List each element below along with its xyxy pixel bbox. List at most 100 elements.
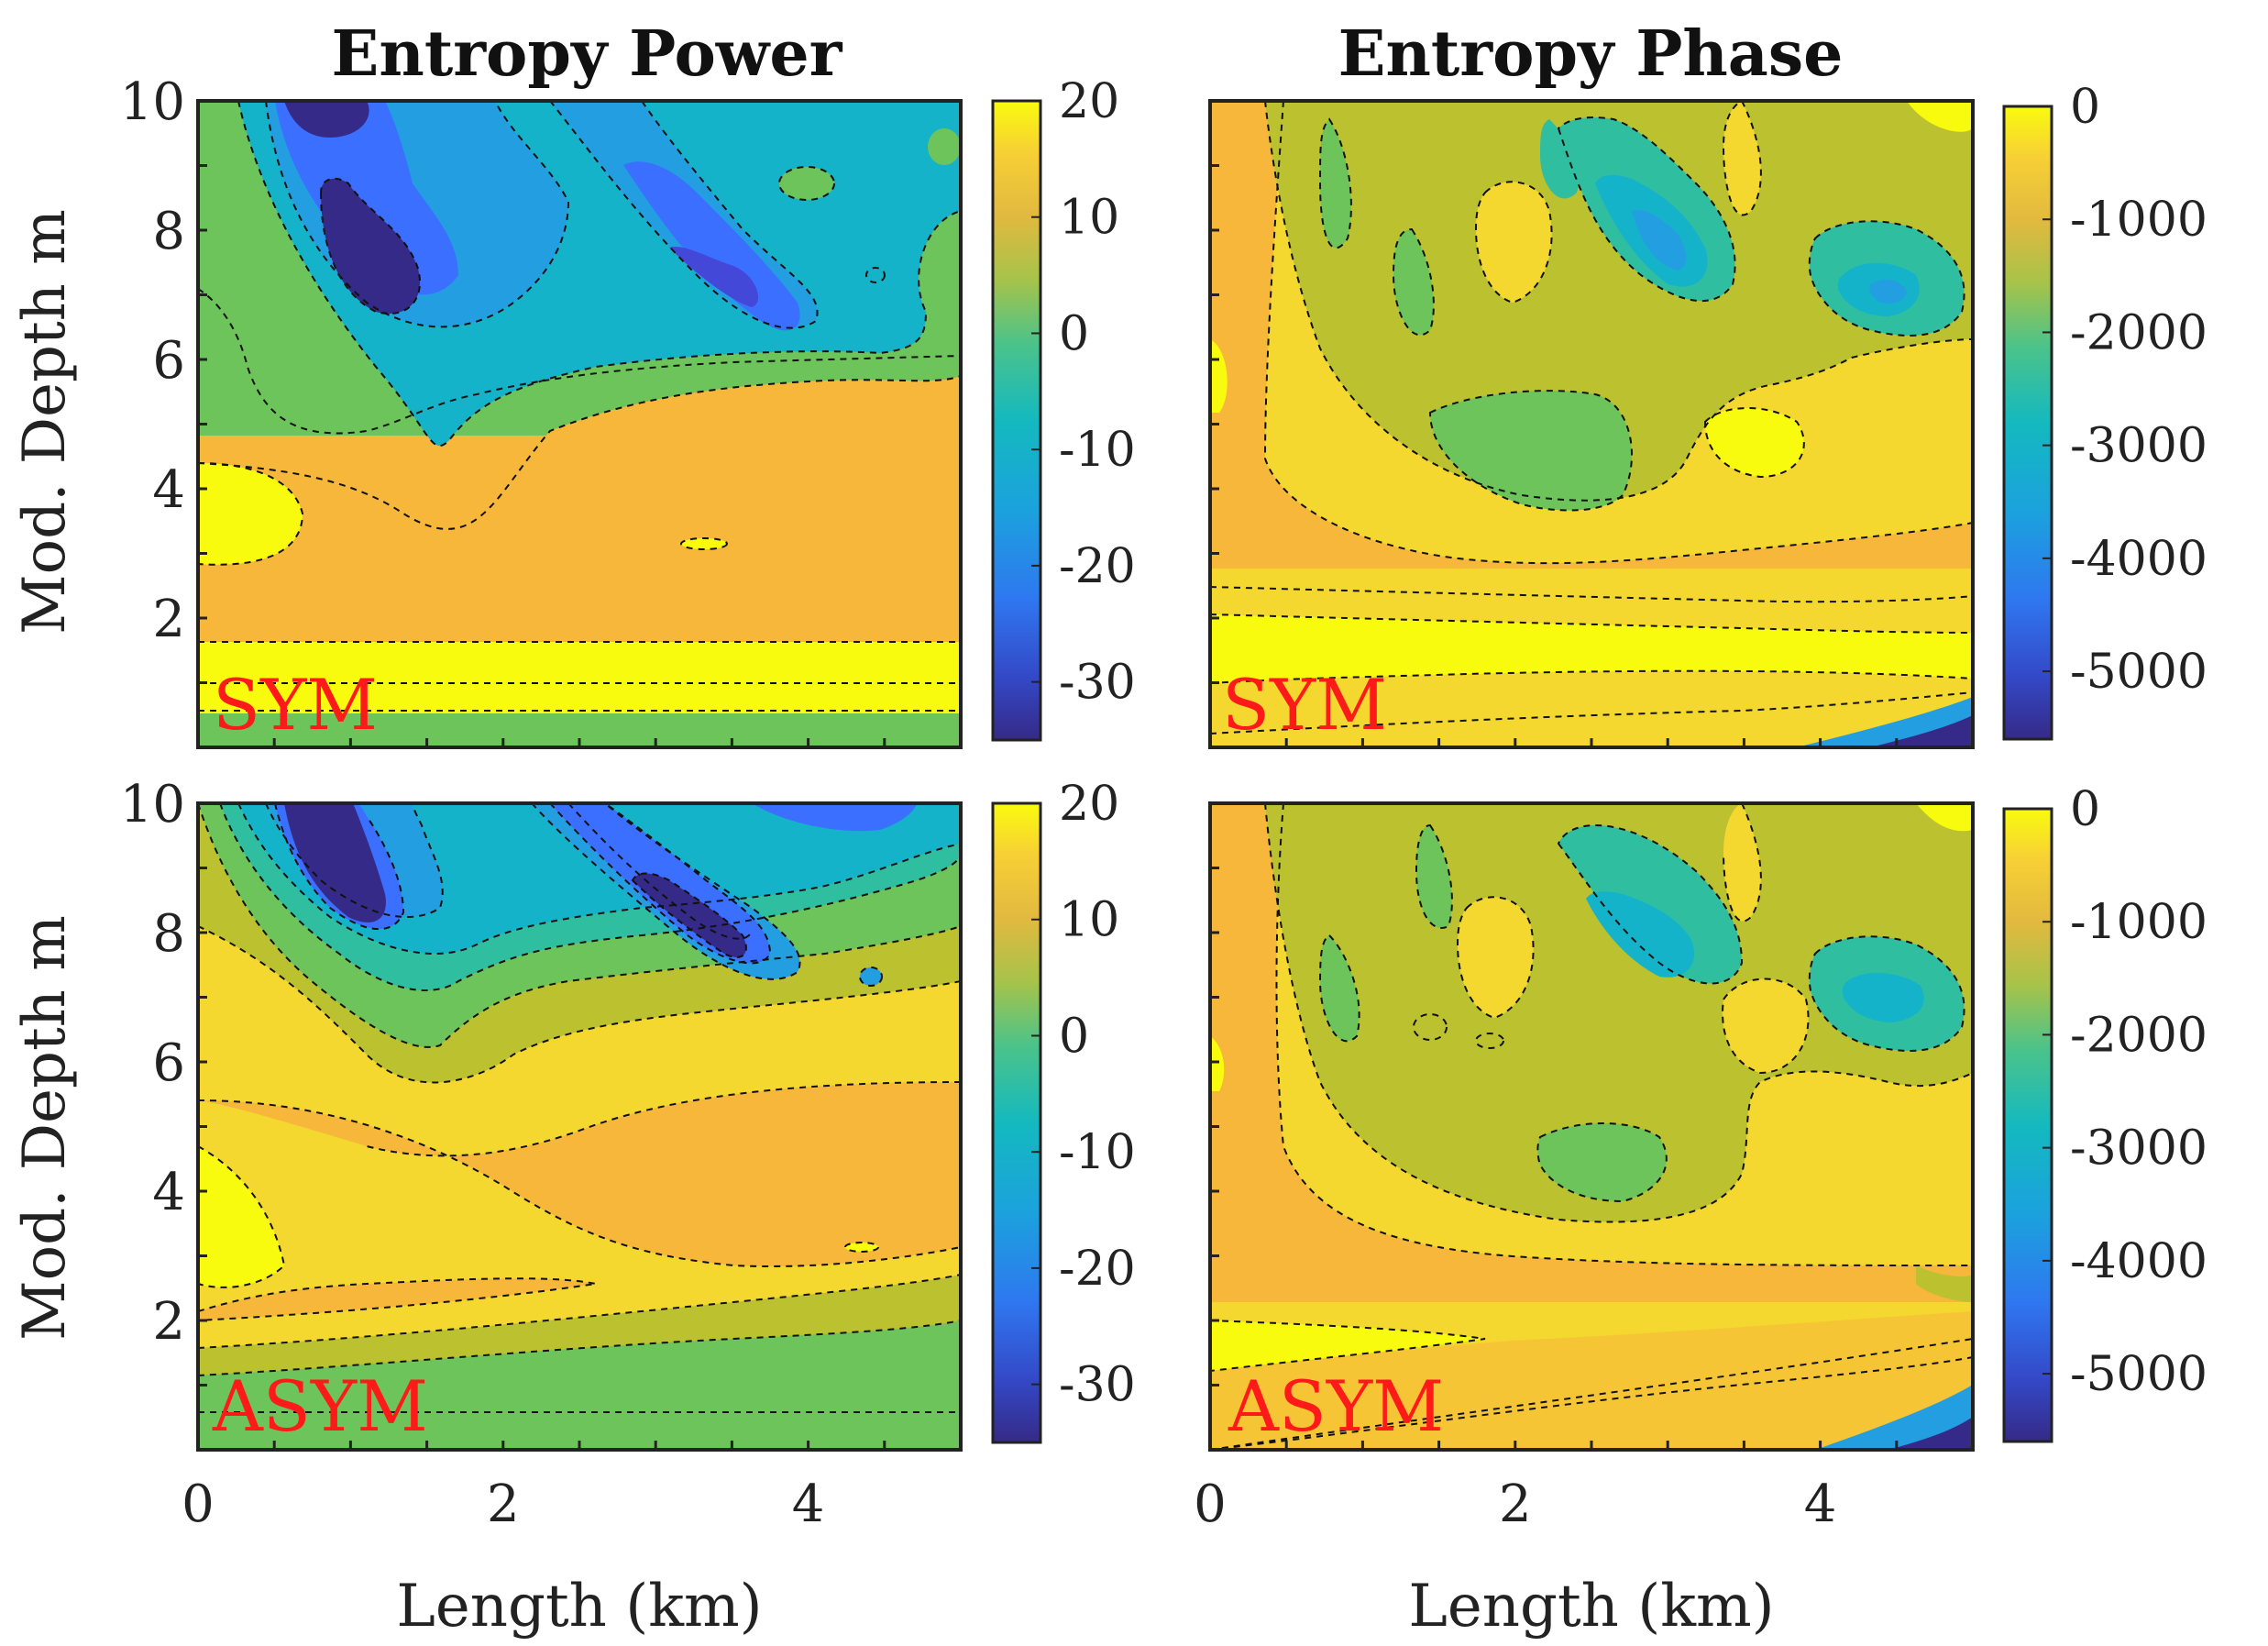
phase-asym-yellow-island-2: [1723, 978, 1809, 1073]
power-asym-green-strip: [198, 1412, 961, 1450]
colorbar-tick-label: -4000: [2070, 1234, 2207, 1289]
y-tick-label: 10: [120, 775, 185, 834]
x-tick-label: 2: [487, 1475, 520, 1534]
colorbar-tick-label: -20: [1059, 539, 1136, 594]
y-tick-label: 6: [152, 1033, 185, 1093]
power-asym-yellow-blob: [198, 1146, 284, 1287]
x-tick-label: 4: [1804, 1475, 1837, 1534]
phase-sym-olive-region: [1265, 101, 1973, 501]
colorbar-power-asym: [991, 801, 1042, 1444]
phase-sym-yellow-island: [1476, 182, 1552, 303]
ylabel-bottom: Mod. Depth m: [11, 915, 79, 1341]
x-tick-label: 4: [792, 1475, 825, 1534]
colorbar-phase-sym: [2002, 105, 2053, 741]
power-asym-yellow-dot: [845, 1243, 878, 1252]
colorbar-tick-label: 0: [2070, 80, 2100, 135]
phase-asym-green-blob-2: [1320, 935, 1360, 1042]
colorbar-tick-label: 20: [1059, 74, 1119, 129]
colorbar-tick-label: -5000: [2070, 645, 2207, 700]
y-tick-label: 8: [152, 202, 185, 261]
colorbar-tick-label: -2000: [2070, 305, 2207, 360]
phase-sym-green-blob-3: [1393, 229, 1434, 336]
phase-asym-navy-corner: [1888, 1417, 1973, 1450]
y-tick-label: 8: [152, 904, 185, 964]
x-tick-label: 2: [1499, 1475, 1532, 1534]
power-sym-green-spot-2: [928, 128, 961, 165]
colorbar-power-sym: [991, 99, 1042, 742]
panel-power-sym: SYM: [196, 99, 963, 749]
colorbar-tick-label: 10: [1059, 191, 1119, 246]
y-tick-label: 10: [120, 72, 185, 132]
y-tick-label: 2: [152, 1292, 185, 1352]
phase-asym-cyan-core: [1586, 891, 1695, 978]
power-sym-navy-top: [284, 101, 369, 138]
phase-sym-lightblue-core-2: [1869, 279, 1907, 304]
tag-asym-power: ASYM: [212, 1365, 428, 1447]
power-asym-navy-core-2: [633, 873, 746, 957]
phase-asym-green-blob: [1537, 1123, 1667, 1201]
colorbar-tick-label: -2000: [2070, 1008, 2207, 1063]
phase-asym-yellow-island: [1458, 897, 1534, 1018]
phase-asym-olive-spot: [1916, 1265, 1973, 1302]
phase-asym-yellow-corner: [1916, 803, 1973, 832]
panel-phase-sym: SYM: [1208, 99, 1975, 749]
colorbar-tick-label: 0: [2070, 782, 2100, 837]
power-asym-orange-streak: [198, 1278, 596, 1320]
colorbar-tick-label: 0: [1059, 306, 1089, 361]
colorbar-tick-label: -10: [1059, 1125, 1136, 1180]
phase-sym-lightblue-core: [1632, 210, 1687, 271]
power-sym-navy-core-2: [669, 247, 759, 307]
colorbar-tick-label: -30: [1059, 656, 1136, 711]
phase-sym-yellow-edge: [1210, 339, 1228, 413]
colorbar-tick-label: -3000: [2070, 419, 2207, 474]
power-asym-navy-core: [284, 803, 386, 922]
tag-asym-phase: ASYM: [1228, 1365, 1444, 1447]
phase-asym-blue-corner: [1815, 1385, 1973, 1450]
power-sym-yellow-dot: [681, 538, 727, 549]
phase-sym-green-blob: [1430, 391, 1632, 511]
phase-sym-yellow-top: [1723, 101, 1761, 215]
power-asym-orange-wave: [198, 1082, 961, 1266]
y-tick-label: 2: [152, 590, 185, 649]
power-sym-navy-core: [321, 178, 420, 314]
phase-sym-green-blob-2: [1320, 119, 1351, 249]
phase-sym-yellow-corner: [1907, 101, 1973, 132]
phase-sym-yellow-oval: [1705, 408, 1804, 477]
power-sym-yellow-blob: [198, 463, 303, 565]
phase-asym-yellow-top: [1723, 803, 1761, 922]
phase-sym-yellow-band: [1210, 614, 1973, 683]
panel-phase-asym: ASYM: [1208, 801, 1975, 1452]
panel-power-asym: ASYM: [196, 801, 963, 1452]
y-tick-label: 4: [152, 460, 185, 520]
phase-asym-teal-region: [1558, 825, 1742, 984]
colorbar-tick-label: 10: [1059, 893, 1119, 948]
power-asym-blue-dot: [860, 967, 882, 986]
ylabel-top: Mod. Depth m: [11, 209, 79, 635]
tag-sym-power: SYM: [213, 664, 378, 746]
y-tick-label: 6: [152, 331, 185, 391]
power-sym-green-spot: [779, 167, 834, 200]
power-sym-orange-region: [198, 376, 961, 642]
phase-asym-cyan-core-2: [1842, 972, 1924, 1022]
title-entropy-phase: Entropy Phase: [1338, 17, 1844, 91]
colorbar-tick-label: -1000: [2070, 895, 2207, 950]
power-asym-blue-top: [752, 803, 917, 832]
phase-sym-navy-corner: [1870, 715, 1973, 747]
power-sym-blue-region: [275, 101, 458, 295]
x-tick-label: 0: [1194, 1475, 1227, 1534]
colorbar-tick-label: -1000: [2070, 193, 2207, 248]
colorbar-tick-label: -5000: [2070, 1347, 2207, 1402]
x-tick-label: 0: [182, 1475, 215, 1534]
title-entropy-power: Entropy Power: [332, 17, 843, 91]
colorbar-tick-label: -4000: [2070, 532, 2207, 587]
tag-sym-phase: SYM: [1222, 664, 1387, 746]
colorbar-tick-label: -30: [1059, 1358, 1136, 1413]
phase-sym-teal-spot: [1540, 119, 1580, 199]
xlabel-power: Length (km): [396, 1573, 762, 1640]
y-tick-label: 4: [152, 1163, 185, 1222]
power-sym-yellow-band: [198, 642, 961, 713]
colorbar-tick-label: 20: [1059, 777, 1119, 832]
phase-asym-yellow-wedge: [1210, 1320, 1485, 1371]
